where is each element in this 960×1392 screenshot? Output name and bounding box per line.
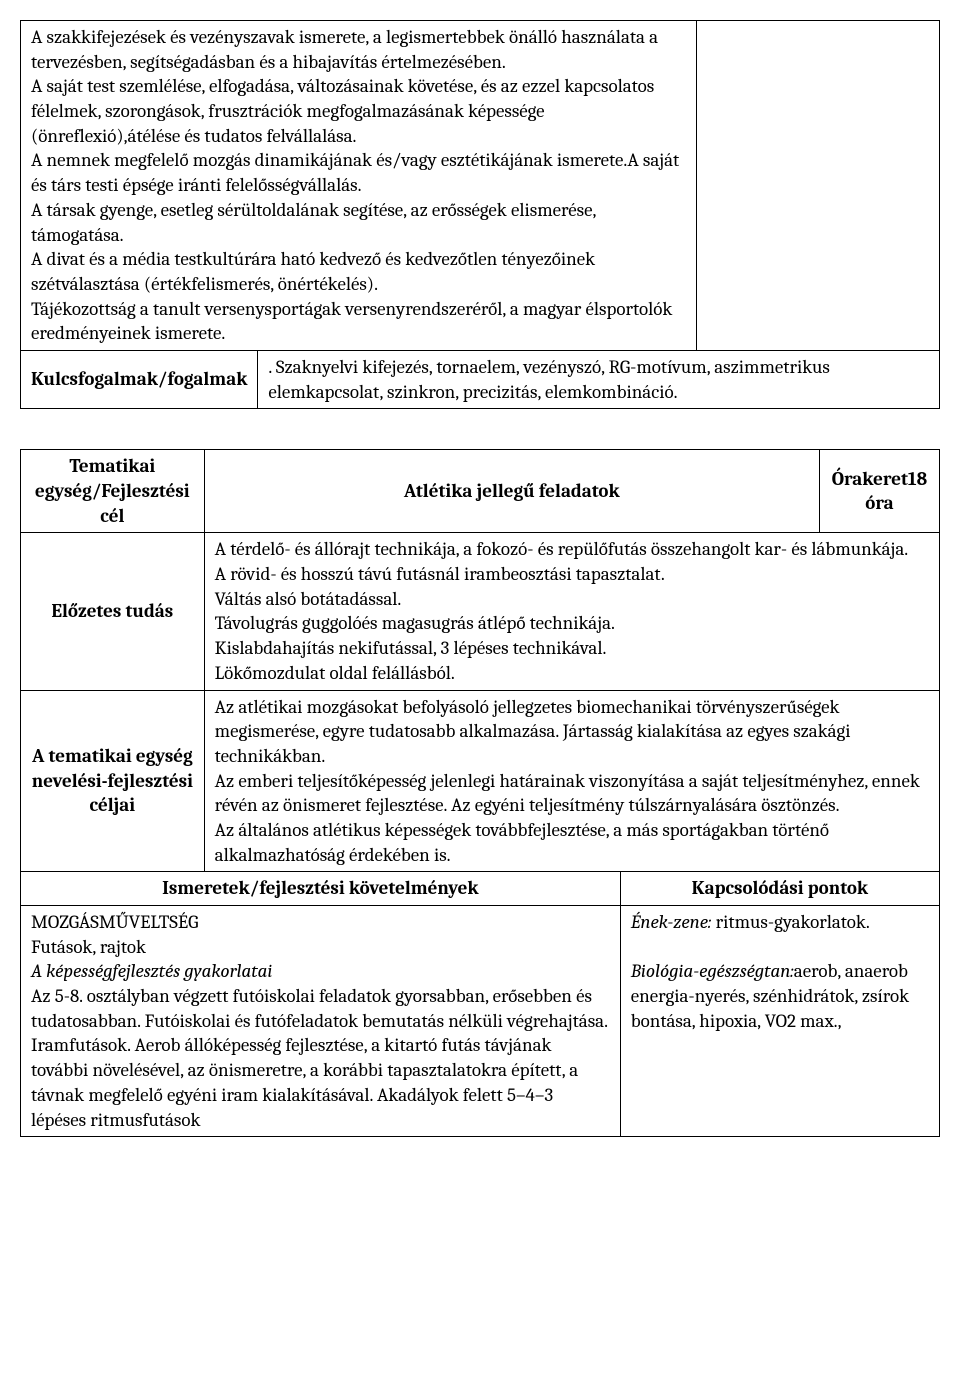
t1r1-left: A szakkifejezések és vezényszavak ismere…	[21, 21, 697, 351]
t2-row3-content: Az atlétikai mozgásokat befolyásoló jell…	[204, 690, 939, 872]
biologia-label: Biológia-egészségtan:	[631, 960, 794, 982]
t1r2-label: Kulcsfogalmak/fogalmak	[21, 350, 258, 408]
t2-row2-content: A térdelő- és állórajt technikája, a fok…	[204, 533, 939, 690]
kepesseg-italic: A képességfejlesztés gyakorlatai	[31, 960, 272, 982]
t2-row5-right: Ének-zene: ritmus-gyakorlatok. Biológia-…	[620, 906, 939, 1137]
body-paragraph: Az 5-8. osztályban végzett futóiskolai f…	[31, 985, 607, 1130]
enek-zene-text: ritmus-gyakorlatok.	[711, 911, 869, 933]
t2-row2-label: Előzetes tudás	[21, 533, 205, 690]
t2-header-left: Tematikai egység/Fejlesztési cél	[21, 450, 205, 533]
enek-zene-label: Ének-zene:	[631, 911, 712, 933]
t1r1-right-empty	[696, 21, 939, 351]
t2-header-right: Órakeret18 óra	[819, 450, 939, 533]
t2-header-center: Atlétika jellegű feladatok	[204, 450, 819, 533]
table-tematikai: Tematikai egység/Fejlesztési cél Atlétik…	[20, 449, 940, 1137]
t2-row4-right-head: Kapcsolódási pontok	[620, 872, 939, 906]
table-top: A szakkifejezések és vezényszavak ismere…	[20, 20, 940, 409]
t2-row3-label: A tematikai egység nevelési-fejlesztési …	[21, 690, 205, 872]
t2-row4-left-head: Ismeretek/fejlesztési követelmények	[21, 872, 621, 906]
t1r2-content: . Szaknyelvi kifejezés, tornaelem, vezén…	[258, 350, 940, 408]
mozgasmuveltseg-title: MOZGÁSMŰVELTSÉG	[31, 911, 198, 933]
t2-row5-left: MOZGÁSMŰVELTSÉG Futások, rajtok A képess…	[21, 906, 621, 1137]
futasok-line: Futások, rajtok	[31, 936, 146, 958]
